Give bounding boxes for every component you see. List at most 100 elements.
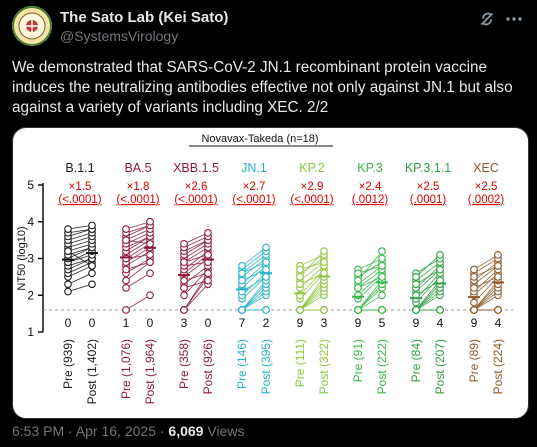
data-point-pre	[354, 269, 362, 278]
data-point-post	[262, 265, 270, 274]
p-value-label: (<.0001)	[290, 194, 333, 206]
pair-line	[241, 265, 267, 289]
x-tick-label-post: Post (222)	[375, 339, 389, 394]
more-icon[interactable]	[504, 9, 524, 29]
p-value-label: (<.0001)	[232, 194, 275, 206]
data-point-pre	[296, 280, 304, 289]
pair-line	[67, 250, 93, 267]
pair-line	[183, 232, 209, 245]
pair-line	[415, 280, 441, 311]
x-tick-label-pre: Pre (146)	[235, 339, 249, 389]
variant-label: KP.2	[299, 161, 325, 175]
p-value-label: (.0002)	[468, 194, 505, 206]
x-tick-label-pre: Pre (84)	[409, 339, 423, 382]
pair-line	[473, 265, 499, 278]
data-point-pre	[470, 306, 478, 314]
data-point-pre	[296, 306, 304, 314]
data-point-pre	[122, 236, 130, 244]
data-point-pre	[470, 273, 478, 281]
pair-line	[67, 258, 93, 270]
fold-change-label: ×2.6	[185, 181, 208, 193]
pair-line	[125, 221, 151, 230]
data-point-pre	[412, 273, 420, 281]
pair-line	[125, 224, 151, 234]
x-tick-label-post: Post (207)	[433, 339, 447, 394]
pair-line	[357, 265, 383, 285]
pair-line	[299, 261, 325, 281]
pair-line	[357, 276, 383, 300]
data-point-pre	[64, 280, 72, 289]
data-point-post	[204, 276, 212, 285]
below-limit-count-pre: 9	[471, 316, 478, 330]
data-point-post	[88, 269, 96, 278]
data-point-post	[378, 247, 386, 255]
x-tick-label-post: Post (224)	[491, 339, 505, 394]
data-point-pre	[180, 239, 188, 248]
data-point-pre	[64, 247, 72, 255]
pair-line	[125, 272, 151, 289]
pair-line	[183, 254, 209, 263]
data-point-pre	[238, 262, 246, 270]
x-tick-label-pre: Pre (111)	[293, 339, 307, 387]
pair-line	[415, 272, 441, 300]
pair-line	[67, 247, 93, 259]
pair-line	[183, 261, 209, 267]
data-point-post	[320, 306, 328, 314]
data-point-post	[378, 273, 386, 281]
x-tick-label-post: Post (322)	[317, 339, 331, 394]
pair-line	[241, 247, 267, 267]
below-limit-count-post: 0	[205, 316, 212, 330]
data-point-pre	[122, 225, 130, 233]
data-point-post	[262, 258, 270, 267]
x-tick-label-pre: Pre (939)	[61, 339, 75, 389]
data-point-post	[436, 265, 444, 274]
pair-line	[415, 269, 441, 285]
data-point-pre	[122, 254, 130, 263]
tweet-image[interactable]: Novavax-Takeda (n=18) 1 2 3 4 5 NT50 (log10) B…	[12, 127, 529, 419]
chart-title: Novavax-Takeda (n=18)	[201, 133, 318, 145]
data-point-pre	[412, 280, 420, 289]
below-limit-count-pre: 9	[355, 316, 362, 330]
p-value-label: (<.0001)	[116, 194, 159, 206]
pair-line	[125, 239, 151, 245]
pair-line	[415, 261, 441, 281]
pair-line	[357, 272, 383, 296]
author-handle[interactable]: @SystemsVirology	[60, 28, 179, 44]
p-value-label: (<.0001)	[58, 194, 101, 206]
pair-line	[183, 272, 209, 311]
y-axis-label: NT50 (log10)	[16, 226, 28, 290]
data-point-post	[320, 258, 328, 267]
data-point-pre	[354, 276, 362, 285]
pair-line	[299, 265, 325, 289]
pair-line	[241, 269, 267, 281]
y-tick-label: 1	[27, 325, 34, 339]
author-display-name[interactable]: The Sato Lab (Kei Sato)	[60, 9, 229, 26]
fold-change-label: ×1.5	[69, 181, 92, 193]
y-tick-label: 4	[27, 215, 34, 229]
data-point-post	[88, 280, 96, 289]
data-point-post	[88, 221, 96, 230]
data-point-post	[494, 273, 502, 281]
avatar-seal-icon	[12, 6, 52, 46]
pair-line	[67, 236, 93, 245]
data-point-pre	[180, 284, 188, 292]
pair-line	[183, 239, 209, 252]
x-tick-label-post: Post (1,402)	[85, 339, 99, 404]
pair-line	[183, 243, 209, 259]
fold-change-label: ×2.5	[475, 181, 498, 193]
tweet-time[interactable]: 6:53 PM · Apr 16, 2025 ·	[12, 423, 169, 439]
data-point-post	[494, 306, 502, 314]
below-limit-count-post: 5	[379, 316, 386, 330]
pair-line	[125, 243, 151, 259]
below-limit-count-post: 0	[147, 316, 154, 330]
pair-line	[67, 232, 93, 241]
pair-line	[183, 272, 209, 281]
views-count: 6,069	[168, 423, 204, 439]
pair-line	[67, 265, 93, 278]
grok-icon[interactable]	[477, 9, 497, 29]
pair-line	[183, 258, 209, 278]
avatar[interactable]	[12, 6, 52, 46]
data-point-post	[204, 250, 212, 259]
x-tick-label-pre: Pre (1,076)	[119, 339, 133, 399]
variant-label: XBB.1.5	[173, 161, 219, 175]
